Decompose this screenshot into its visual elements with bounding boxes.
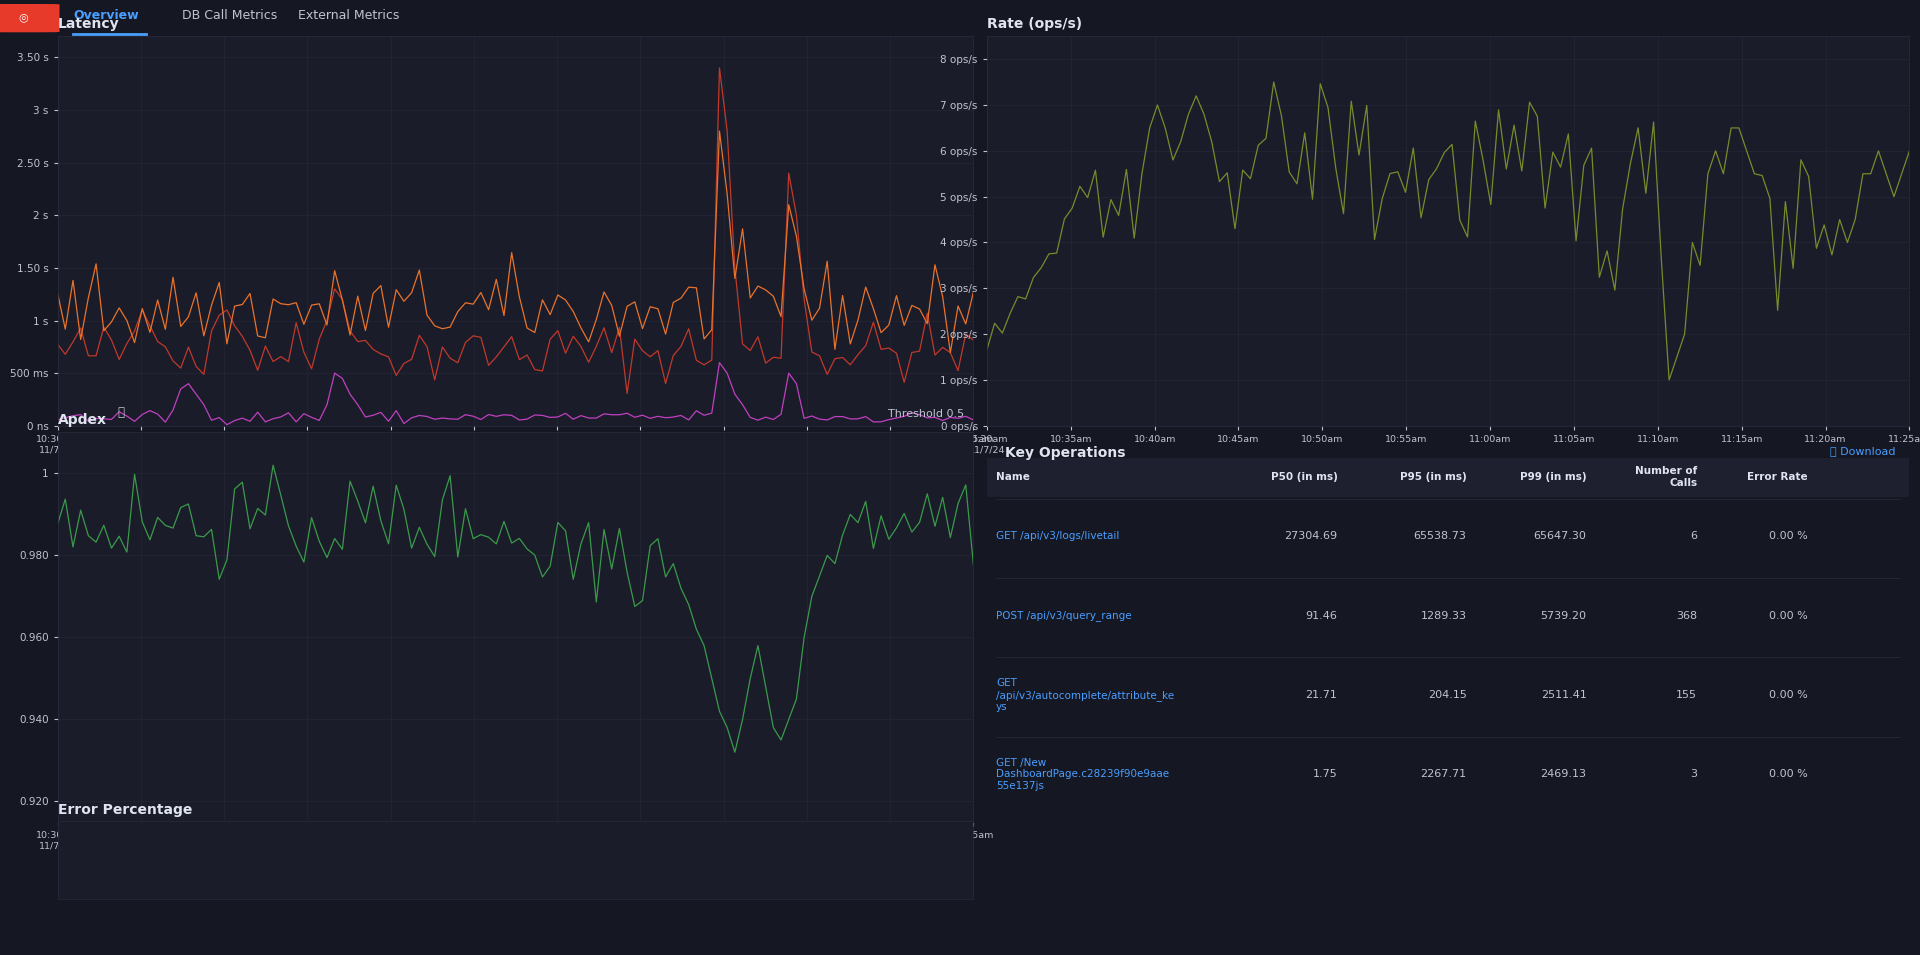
- Text: 65647.30: 65647.30: [1534, 531, 1586, 541]
- Bar: [987, 457, 1908, 497]
- Legend: Apdex: Apdex: [480, 876, 551, 894]
- Text: 6: 6: [1690, 531, 1697, 541]
- Legend: p90, p99, p50: p90, p99, p50: [430, 479, 601, 499]
- Text: Name: Name: [996, 472, 1029, 482]
- Text: 21.71: 21.71: [1306, 690, 1338, 700]
- Text: Number of
Calls: Number of Calls: [1636, 466, 1697, 488]
- Text: 1.75: 1.75: [1313, 770, 1338, 779]
- Text: Threshold 0.5: Threshold 0.5: [889, 409, 964, 419]
- Text: 368: 368: [1676, 611, 1697, 621]
- Text: P50 (in ms): P50 (in ms): [1271, 472, 1338, 482]
- Text: POST /api/v3/query_range: POST /api/v3/query_range: [996, 610, 1131, 621]
- Text: ⓘ: ⓘ: [117, 406, 125, 419]
- Text: 1289.33: 1289.33: [1421, 611, 1467, 621]
- Text: Error Rate: Error Rate: [1747, 472, 1809, 482]
- Text: External Metrics: External Metrics: [298, 10, 399, 23]
- Text: 5739.20: 5739.20: [1540, 611, 1586, 621]
- Text: Key Operations: Key Operations: [1006, 446, 1125, 460]
- Text: 204.15: 204.15: [1428, 690, 1467, 700]
- Text: ⤓ Download: ⤓ Download: [1830, 446, 1895, 456]
- FancyBboxPatch shape: [0, 4, 60, 32]
- Text: Overview: Overview: [73, 10, 138, 23]
- Text: GET
/api/v3/autocomplete/attribute_ke
ys: GET /api/v3/autocomplete/attribute_ke ys: [996, 678, 1175, 712]
- Text: 2267.71: 2267.71: [1421, 770, 1467, 779]
- Text: 0.00 %: 0.00 %: [1768, 611, 1809, 621]
- Text: 65538.73: 65538.73: [1413, 531, 1467, 541]
- Text: 155: 155: [1676, 690, 1697, 700]
- Text: Rate (ops/s): Rate (ops/s): [987, 17, 1083, 31]
- Text: 2469.13: 2469.13: [1540, 770, 1586, 779]
- Text: GET /New
DashboardPage.c28239f90e9aae
55e137js: GET /New DashboardPage.c28239f90e9aae 55…: [996, 758, 1169, 791]
- Text: ◎: ◎: [17, 12, 29, 22]
- Text: 27304.69: 27304.69: [1284, 531, 1338, 541]
- Text: 3: 3: [1690, 770, 1697, 779]
- Text: DB Call Metrics: DB Call Metrics: [182, 10, 278, 23]
- Text: Apdex: Apdex: [58, 414, 108, 427]
- Text: 91.46: 91.46: [1306, 611, 1338, 621]
- Text: Error Percentage: Error Percentage: [58, 803, 192, 817]
- Text: P95 (in ms): P95 (in ms): [1400, 472, 1467, 482]
- Text: 2511.41: 2511.41: [1540, 690, 1586, 700]
- Text: 0.00 %: 0.00 %: [1768, 531, 1809, 541]
- Text: 0.00 %: 0.00 %: [1768, 770, 1809, 779]
- Text: P99 (in ms): P99 (in ms): [1521, 472, 1586, 482]
- Text: Latency: Latency: [58, 17, 119, 31]
- Legend: Operations: Operations: [1400, 479, 1496, 499]
- Text: 0.00 %: 0.00 %: [1768, 690, 1809, 700]
- Text: GET /api/v3/logs/livetail: GET /api/v3/logs/livetail: [996, 531, 1119, 541]
